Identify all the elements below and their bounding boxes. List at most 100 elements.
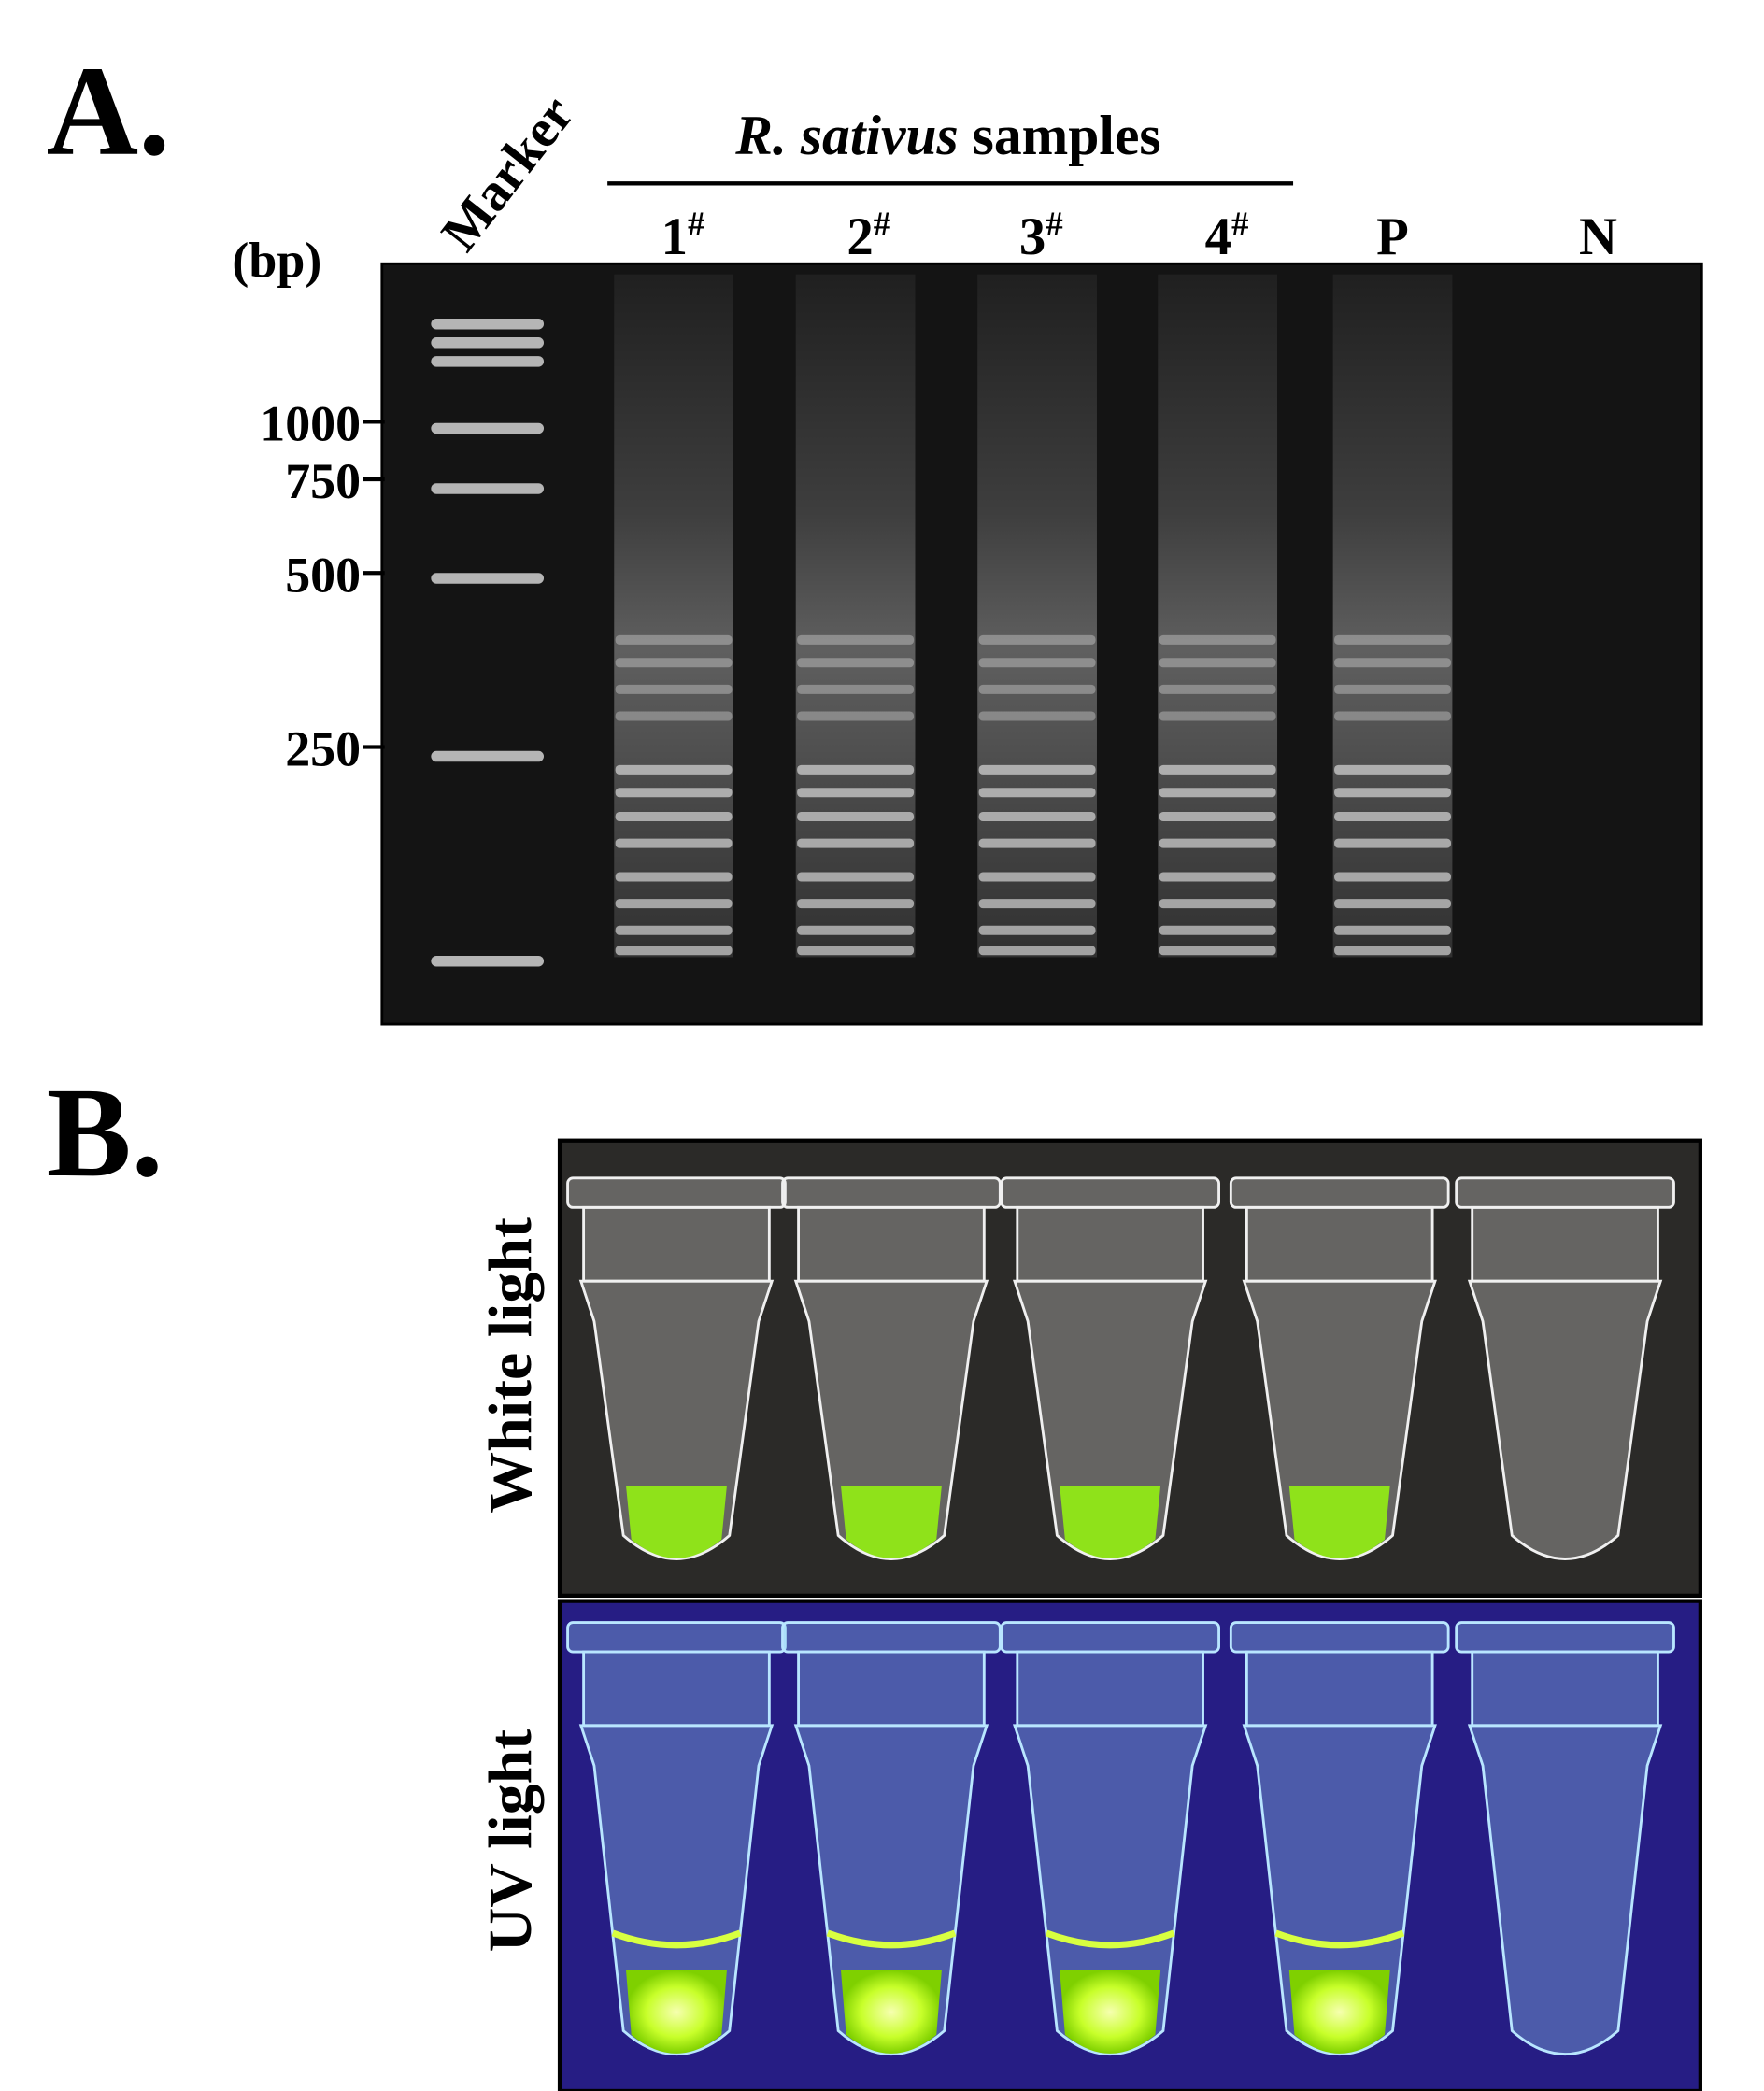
tube-liquid	[626, 1970, 727, 2054]
band	[797, 764, 915, 775]
band	[615, 658, 733, 668]
lane-number: 1	[662, 207, 688, 266]
tube-collar	[1471, 1650, 1659, 1728]
tubes	[566, 1176, 1675, 2056]
smear	[977, 274, 1097, 958]
band	[1334, 872, 1451, 882]
tube-cap	[566, 1621, 787, 1654]
band	[797, 788, 915, 798]
band	[797, 634, 915, 645]
band	[978, 946, 1096, 956]
band	[1334, 946, 1451, 956]
row-label: UV light	[477, 1729, 545, 1953]
lane-label: 1#	[662, 206, 705, 266]
band	[978, 764, 1096, 775]
ladder-band	[431, 483, 545, 494]
band	[615, 838, 733, 848]
tube-cap	[1229, 1621, 1450, 1654]
band	[978, 711, 1096, 721]
band	[797, 684, 915, 694]
liquid-meniscus	[1045, 1929, 1175, 1949]
lane-label: N	[1579, 207, 1617, 266]
band	[797, 711, 915, 721]
band	[797, 811, 915, 822]
band	[1334, 899, 1451, 909]
lane-number: N	[1579, 207, 1617, 266]
size-label: 250	[285, 720, 361, 776]
band	[1334, 925, 1451, 935]
band	[1334, 788, 1451, 798]
tube-collar	[797, 1650, 986, 1728]
band	[1334, 711, 1451, 721]
band	[615, 634, 733, 645]
band	[978, 684, 1096, 694]
lane-label: P	[1376, 207, 1409, 266]
tube-liquid	[1060, 1486, 1161, 1558]
liquid-meniscus	[826, 1929, 957, 1949]
tube-cap	[1000, 1621, 1220, 1654]
species: R. sativus	[734, 105, 958, 166]
band	[1334, 634, 1451, 645]
ladder-band	[431, 573, 545, 584]
band	[1159, 811, 1276, 822]
ladder-band	[431, 750, 545, 762]
band	[797, 872, 915, 882]
size-label: 1000	[260, 395, 361, 451]
lane-number: 2	[846, 207, 873, 266]
tube-collar	[1245, 1205, 1434, 1283]
marker-label: Marker	[430, 85, 585, 262]
band	[797, 838, 915, 848]
tube-cap	[781, 1621, 1002, 1654]
band	[797, 946, 915, 956]
band	[1159, 925, 1276, 935]
smear	[1158, 274, 1278, 958]
liquid-meniscus	[1274, 1929, 1405, 1949]
band	[1334, 764, 1451, 775]
gel-bands	[431, 274, 1453, 967]
tube-cap	[1455, 1176, 1675, 1209]
tube-body	[1467, 1279, 1663, 1560]
band	[978, 658, 1096, 668]
tube-collar	[582, 1650, 771, 1728]
lane-superscript: #	[874, 206, 891, 244]
size-label: 750	[285, 453, 361, 509]
lane-superscript: #	[1231, 206, 1249, 244]
ladder-band	[431, 956, 545, 967]
ladder-band	[431, 337, 545, 348]
lane-label: 2#	[846, 206, 890, 266]
smear	[614, 274, 734, 958]
lane-number: P	[1376, 207, 1409, 266]
tube-cap	[781, 1176, 1002, 1209]
tube-liquid	[1060, 1970, 1161, 2054]
lane-number: 3	[1019, 207, 1046, 266]
band	[797, 899, 915, 909]
tube-collar	[1016, 1650, 1204, 1728]
tube-collar	[1016, 1205, 1204, 1283]
band	[615, 899, 733, 909]
lane-label: 4#	[1205, 206, 1249, 266]
lane-number: 4	[1205, 207, 1231, 266]
band	[615, 811, 733, 822]
band	[978, 788, 1096, 798]
ladder-band	[431, 356, 545, 367]
band	[797, 925, 915, 935]
band	[1334, 658, 1451, 668]
band	[1159, 946, 1276, 956]
band	[1334, 684, 1451, 694]
band	[615, 711, 733, 721]
tube-cap	[1455, 1621, 1675, 1654]
lane-superscript: #	[1046, 206, 1063, 244]
band	[615, 872, 733, 882]
band	[1159, 764, 1276, 775]
tube-body	[1467, 1724, 1663, 2056]
size-unit: (bp)	[232, 232, 321, 288]
band	[978, 634, 1096, 645]
size-label: 500	[285, 547, 361, 603]
tube-collar	[1245, 1650, 1434, 1728]
band	[615, 925, 733, 935]
band	[1334, 838, 1451, 848]
band	[978, 838, 1096, 848]
tube-cap	[566, 1176, 787, 1209]
band	[1159, 788, 1276, 798]
